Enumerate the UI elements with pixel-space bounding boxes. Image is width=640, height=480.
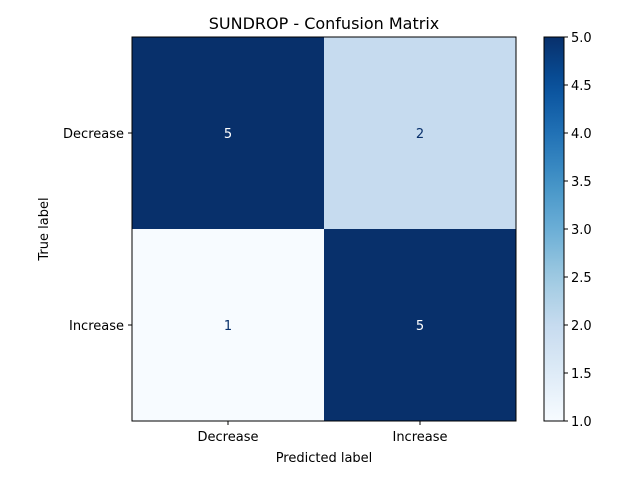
x-tick-label: Increase [392, 430, 447, 445]
colorbar-tick-label: 5.0 [571, 31, 592, 46]
heatmap-cell [132, 229, 324, 421]
heatmap-frame [131, 36, 517, 422]
y-axis-title: True label [37, 197, 52, 261]
x-tick-label: Decrease [198, 430, 259, 445]
colorbar: 1.0 1.5 2.0 2.5 3.0 3.5 4.0 4.5 5.0 [543, 31, 592, 430]
y-tick-label: Decrease [63, 127, 124, 142]
chart-title: SUNDROP - Confusion Matrix [209, 14, 440, 33]
colorbar-tick-label: 1.5 [571, 367, 592, 382]
colorbar-tick-label: 1.0 [571, 415, 592, 430]
colorbar-tick-label: 4.5 [571, 79, 592, 94]
y-tick-label: Increase [69, 319, 124, 334]
colorbar-tick-label: 3.5 [571, 175, 592, 190]
colorbar-gradient [543, 36, 565, 422]
cell-value-label: 5 [224, 127, 232, 142]
cell-value-label: 1 [224, 319, 232, 334]
heatmap-cells: 5 2 1 5 [131, 36, 517, 422]
heatmap-cell [132, 37, 324, 229]
x-axis-ticks: Decrease Increase [198, 421, 448, 445]
cell-value-label: 2 [416, 127, 424, 142]
colorbar-tick-label: 2.0 [571, 319, 592, 334]
heatmap-cell [324, 37, 516, 229]
colorbar-tick-label: 4.0 [571, 127, 592, 142]
heatmap-cell [324, 229, 516, 421]
cell-value-label: 5 [416, 319, 424, 334]
y-axis-ticks: Decrease Increase [63, 127, 132, 334]
x-axis-title: Predicted label [276, 451, 373, 466]
colorbar-tick-label: 3.0 [571, 223, 592, 238]
colorbar-tick-label: 2.5 [571, 271, 592, 286]
